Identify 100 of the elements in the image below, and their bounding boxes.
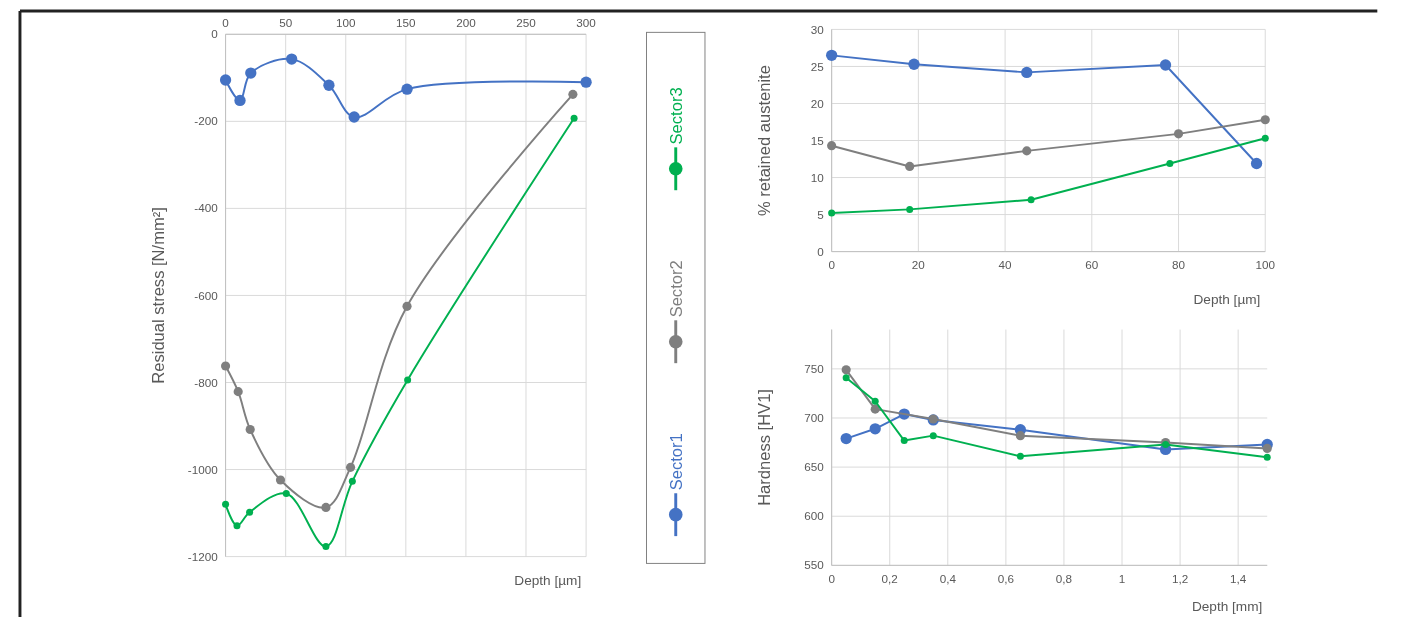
x-tick-label: 0,2 [881, 571, 898, 585]
point [900, 437, 908, 445]
x-tick-label: 100 [335, 15, 356, 29]
x-tick-label: 50 [279, 15, 293, 29]
text: Sector2 [666, 260, 686, 318]
x-axis-title: Depth [mm] [1191, 599, 1263, 615]
point [282, 489, 290, 497]
y-tick-label: 5 [817, 207, 825, 221]
point [220, 361, 231, 371]
point [1261, 134, 1269, 142]
text: Sector1 [666, 433, 686, 491]
x-tick-label: 0 [222, 15, 230, 29]
point [286, 53, 298, 65]
y-axis-title: % retained austenite [755, 65, 775, 216]
y-tick-label: 25 [810, 59, 825, 73]
point [219, 74, 232, 86]
point [1250, 157, 1263, 170]
point [827, 141, 837, 151]
point [1263, 453, 1271, 461]
x-axis-title: Depth [µm] [1193, 292, 1261, 308]
y-tick-label: -400 [194, 201, 219, 215]
point [840, 432, 852, 445]
x-tick-label: 0 [828, 258, 836, 272]
point [828, 209, 836, 217]
y-tick-label: 30 [810, 22, 825, 36]
y-tick-label: -800 [194, 375, 219, 389]
point [404, 376, 412, 384]
y-tick-label: -200 [194, 114, 219, 128]
x-tick-label: 0,6 [997, 571, 1014, 585]
x-tick-label: 80 [1172, 258, 1186, 272]
y-tick-label: 750 [804, 361, 825, 375]
point [246, 508, 254, 516]
point [842, 374, 850, 382]
point [1173, 129, 1184, 139]
point [906, 205, 914, 213]
y-tick-label: 0 [211, 27, 219, 41]
x-tick-label: 20 [911, 258, 926, 272]
point [871, 397, 879, 405]
x-tick-label: 0 [828, 571, 836, 585]
point [323, 79, 335, 91]
point [908, 58, 920, 70]
x-tick-label: 40 [998, 258, 1013, 272]
point [1021, 66, 1033, 79]
y-axis-title: Residual stress [N/mm²] [149, 207, 169, 384]
x-tick-label: 300 [576, 15, 597, 29]
point [1262, 443, 1272, 454]
point [825, 49, 838, 62]
y-tick-label: 20 [810, 96, 825, 110]
x-tick-label: 1 [1118, 571, 1126, 585]
point [402, 301, 412, 311]
y-tick-label: 15 [810, 133, 825, 147]
y-tick-label: -1000 [187, 462, 219, 476]
point [1166, 159, 1174, 167]
point [401, 83, 413, 95]
point [321, 502, 331, 512]
y-tick-label: 700 [804, 411, 825, 425]
point [929, 432, 937, 440]
point [869, 423, 881, 435]
point [1027, 196, 1035, 204]
y-tick-label: 650 [804, 460, 825, 474]
point [580, 76, 592, 88]
x-tick-label: 0,4 [939, 571, 957, 585]
point [568, 89, 578, 99]
x-tick-label: 100 [1255, 258, 1276, 272]
point [275, 475, 286, 485]
point [1159, 59, 1172, 71]
point [222, 500, 230, 508]
y-tick-label: 550 [804, 558, 825, 572]
y-tick-label: -600 [194, 288, 219, 302]
y-tick-label: 0 [817, 244, 825, 258]
point [1015, 431, 1025, 441]
point [1016, 452, 1024, 460]
point [1162, 441, 1170, 449]
text: Sector3 [666, 87, 686, 145]
point [245, 67, 257, 79]
point [245, 424, 255, 435]
x-tick-label: 250 [516, 15, 537, 29]
x-axis-title: Depth [µm] [514, 572, 582, 588]
point [905, 161, 915, 172]
point [841, 365, 851, 375]
x-tick-label: 60 [1085, 258, 1099, 272]
y-tick-label: -1200 [187, 549, 219, 563]
point [322, 543, 330, 551]
point [1260, 115, 1270, 125]
point [234, 94, 246, 107]
point [233, 522, 241, 530]
point [870, 404, 880, 414]
x-tick-label: 1,4 [1230, 571, 1247, 585]
point [570, 114, 578, 122]
point [345, 462, 356, 472]
x-tick-label: 150 [396, 15, 417, 29]
point [348, 477, 356, 485]
x-tick-label: 1,2 [1171, 571, 1189, 585]
x-tick-label: 0,8 [1055, 571, 1073, 585]
y-tick-label: 10 [810, 170, 825, 184]
y-axis-title: Hardness [HV1] [755, 389, 775, 506]
y-tick-label: 600 [804, 509, 825, 523]
x-tick-label: 200 [456, 15, 477, 29]
point [1022, 146, 1032, 156]
point [233, 387, 243, 397]
